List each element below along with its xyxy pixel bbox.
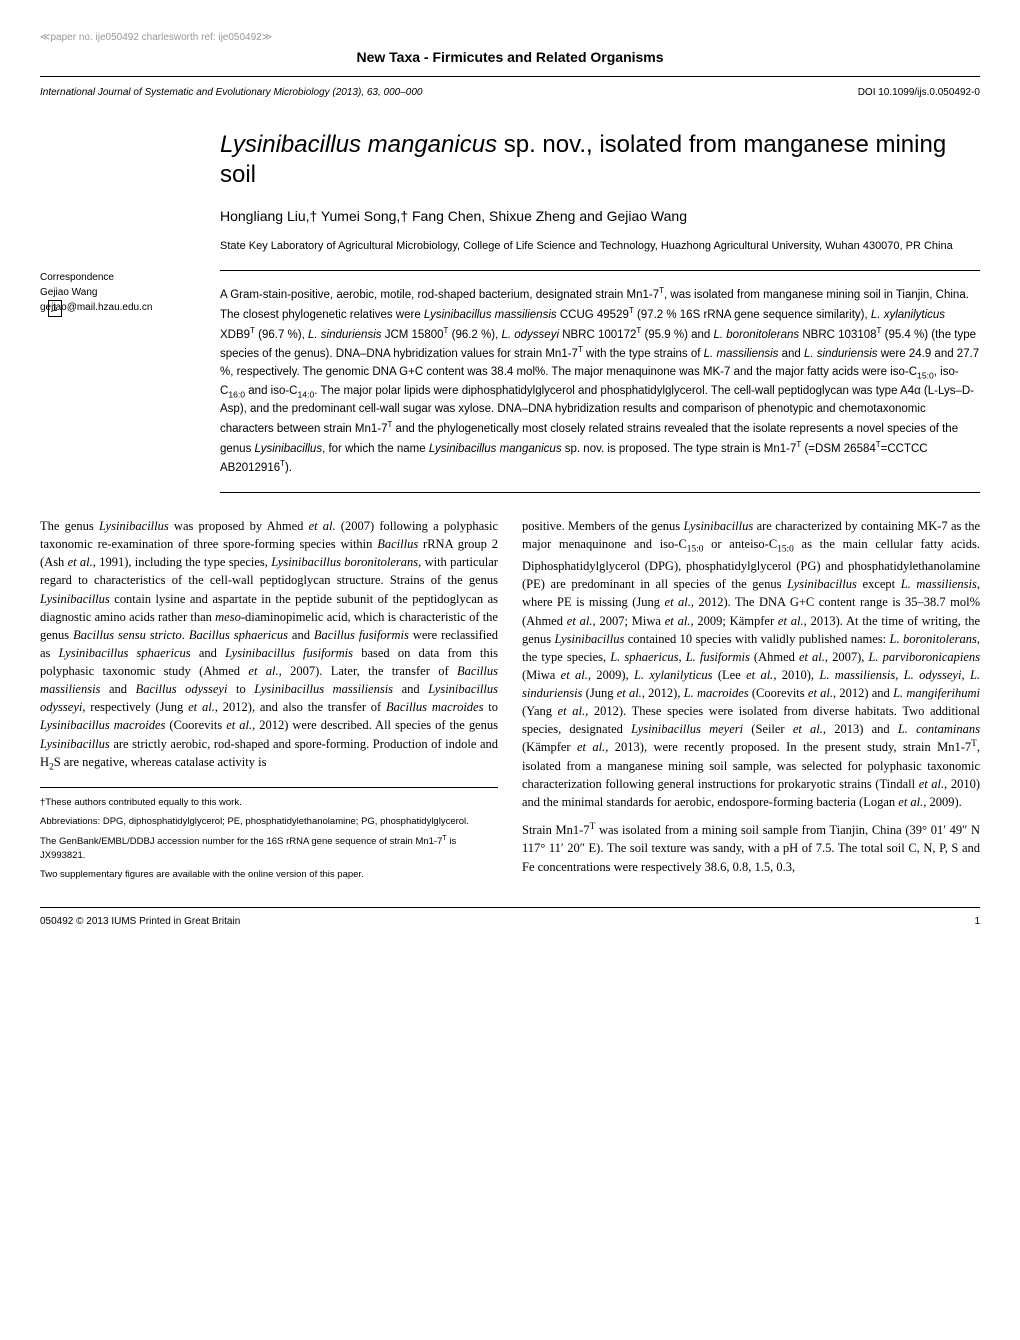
footnote-2: Abbreviations: DPG, diphosphatidylglycer… xyxy=(40,815,498,828)
correspondence-email: gejiao@mail.hzau.edu.cn xyxy=(40,300,200,315)
footnote-1: †These authors contributed equally to th… xyxy=(40,796,498,809)
body-columns: The genus Lysinibacillus was proposed by… xyxy=(40,517,980,887)
title-species: Lysinibacillus manganicus xyxy=(220,131,497,158)
correspondence-block: Correspondence Gejiao Wang gejiao@mail.h… xyxy=(40,270,200,493)
footnote-3: The GenBank/EMBL/DDBJ accession number f… xyxy=(40,834,498,862)
revision-mark: 1 xyxy=(48,300,62,317)
left-column: The genus Lysinibacillus was proposed by… xyxy=(40,517,498,887)
title-block: Lysinibacillus manganicus sp. nov., isol… xyxy=(220,130,980,254)
body-para-left-1: The genus Lysinibacillus was proposed by… xyxy=(40,517,498,775)
footer-left: 050492 © 2013 IUMS Printed in Great Brit… xyxy=(40,914,240,929)
journal-name: International Journal of Systematic and … xyxy=(40,85,422,100)
right-column: positive. Members of the genus Lysinibac… xyxy=(522,517,980,887)
journal-row: International Journal of Systematic and … xyxy=(40,85,980,100)
article-title: Lysinibacillus manganicus sp. nov., isol… xyxy=(220,130,980,190)
footnote-4: Two supplementary figures are available … xyxy=(40,868,498,881)
footer-right: 1 xyxy=(974,914,980,929)
abstract: A Gram-stain-positive, aerobic, motile, … xyxy=(220,270,980,493)
correspondence-name: Gejiao Wang xyxy=(40,285,200,300)
affiliation: State Key Laboratory of Agricultural Mic… xyxy=(220,239,980,254)
body-para-right-1: positive. Members of the genus Lysinibac… xyxy=(522,517,980,811)
correspondence-label: Correspondence xyxy=(40,270,200,285)
footnotes: †These authors contributed equally to th… xyxy=(40,787,498,882)
section-header: New Taxa - Firmicutes and Related Organi… xyxy=(40,47,980,68)
doi: DOI 10.1099/ijs.0.050492-0 xyxy=(858,85,980,100)
page-footer: 050492 © 2013 IUMS Printed in Great Brit… xyxy=(40,907,980,929)
correspondence-abstract-row: Correspondence Gejiao Wang gejiao@mail.h… xyxy=(40,270,980,493)
proof-info: ≪paper no. ije050492 charlesworth ref: i… xyxy=(40,30,980,45)
authors: Hongliang Liu,† Yumei Song,† Fang Chen, … xyxy=(220,206,980,227)
body-para-right-2: Strain Mn1-7T was isolated from a mining… xyxy=(522,821,980,876)
top-rule xyxy=(40,76,980,77)
